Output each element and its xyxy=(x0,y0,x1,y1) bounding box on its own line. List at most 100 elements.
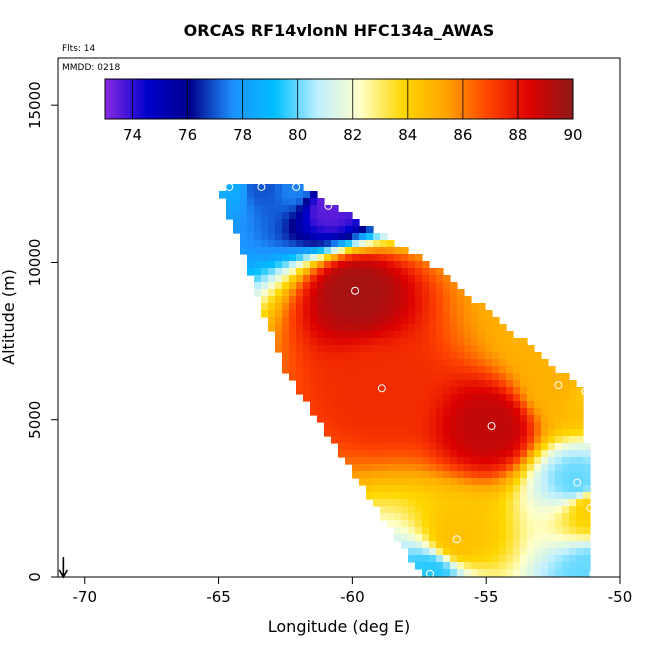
heatmap-cell xyxy=(569,527,577,535)
heatmap-cell xyxy=(401,513,409,521)
heatmap-cell xyxy=(429,282,437,290)
heatmap-cell xyxy=(352,359,360,367)
heatmap-cell xyxy=(296,247,304,255)
colorbar-segment xyxy=(549,79,552,119)
heatmap-cell xyxy=(317,289,325,297)
heatmap-cell xyxy=(464,457,472,465)
heatmap-cell xyxy=(422,352,430,360)
heatmap-cell xyxy=(275,310,283,318)
heatmap-cell xyxy=(415,338,423,346)
heatmap-cell xyxy=(401,345,409,353)
heatmap-cell xyxy=(429,289,437,297)
heatmap-cell xyxy=(520,408,528,416)
heatmap-cell xyxy=(415,373,423,381)
colorbar-segment xyxy=(189,79,192,119)
heatmap-cell xyxy=(506,352,514,360)
heatmap-cell xyxy=(534,569,542,577)
colorbar-segment xyxy=(447,79,450,119)
heatmap-cell xyxy=(450,513,458,521)
heatmap-cell xyxy=(331,345,339,353)
heatmap-cell xyxy=(387,513,395,521)
heatmap-cell xyxy=(415,415,423,423)
heatmap-cell xyxy=(338,422,346,430)
heatmap-cell xyxy=(429,401,437,409)
heatmap-cell xyxy=(534,443,542,451)
heatmap-cell xyxy=(541,555,549,563)
heatmap-cell xyxy=(443,338,451,346)
heatmap-cell xyxy=(282,331,290,339)
heatmap-cell xyxy=(380,499,388,507)
heatmap-cell xyxy=(548,541,556,549)
heatmap-cell xyxy=(562,415,570,423)
heatmap-cell xyxy=(464,359,472,367)
heatmap-cell xyxy=(254,247,262,255)
heatmap-cell xyxy=(387,506,395,514)
colorbar-segment xyxy=(497,79,500,119)
heatmap-cell xyxy=(541,464,549,472)
heatmap-cell xyxy=(436,352,444,360)
heatmap-cell xyxy=(296,387,304,395)
heatmap-cell xyxy=(247,191,255,199)
heatmap-cell xyxy=(478,366,486,374)
heatmap-cell xyxy=(380,422,388,430)
heatmap-cell xyxy=(436,485,444,493)
heatmap-cell xyxy=(541,569,549,577)
heatmap-cell xyxy=(324,401,332,409)
heatmap-cell xyxy=(576,457,584,465)
heatmap-cell xyxy=(527,548,535,556)
heatmap-cell xyxy=(478,464,486,472)
heatmap-cell xyxy=(324,282,332,290)
sample-point xyxy=(554,381,563,390)
colorbar-segment xyxy=(495,79,498,119)
heatmap-cell xyxy=(576,562,584,570)
heatmap-cell xyxy=(429,373,437,381)
heatmap-cell xyxy=(408,387,416,395)
heatmap-cell xyxy=(254,282,262,290)
heatmap-cell xyxy=(394,296,402,304)
heatmap-cell xyxy=(499,359,507,367)
heatmap-cell xyxy=(415,478,423,486)
heatmap-cell xyxy=(541,520,549,528)
heatmap-cell xyxy=(352,226,360,234)
heatmap-cell xyxy=(324,205,332,213)
heatmap-cell xyxy=(338,338,346,346)
heatmap-cell xyxy=(583,450,591,458)
heatmap-cell xyxy=(345,268,353,276)
heatmap-cell xyxy=(422,387,430,395)
heatmap-cell xyxy=(331,380,339,388)
heatmap-cell xyxy=(310,191,318,199)
heatmap-cell xyxy=(359,324,367,332)
heatmap-cell xyxy=(541,492,549,500)
heatmap-cell xyxy=(324,254,332,262)
heatmap-cell xyxy=(569,499,577,507)
heatmap-cell xyxy=(387,422,395,430)
heatmap-cell xyxy=(387,254,395,262)
heatmap-cell xyxy=(380,303,388,311)
colorbar-segment xyxy=(563,79,566,119)
heatmap-cell xyxy=(443,331,451,339)
heatmap-cell xyxy=(436,338,444,346)
heatmap-cell xyxy=(478,352,486,360)
colorbar-segment xyxy=(415,79,418,119)
heatmap-cell xyxy=(541,506,549,514)
heatmap-cell xyxy=(247,226,255,234)
heatmap-cell xyxy=(415,541,423,549)
heatmap-cell xyxy=(359,345,367,353)
heatmap-cell xyxy=(562,513,570,521)
heatmap-cell xyxy=(310,226,318,234)
heatmap-cell xyxy=(387,324,395,332)
heatmap-cell xyxy=(471,534,479,542)
heatmap-cell xyxy=(471,380,479,388)
colorbar-segment xyxy=(445,79,448,119)
heatmap-cell xyxy=(408,541,416,549)
heatmap-cell xyxy=(576,527,584,535)
heatmap-cell xyxy=(464,499,472,507)
heatmap-cell xyxy=(429,408,437,416)
heatmap-cell xyxy=(583,499,591,507)
heatmap-cell xyxy=(303,331,311,339)
heatmap-cell xyxy=(541,429,549,437)
heatmap-cell xyxy=(317,352,325,360)
heatmap-cell xyxy=(415,275,423,283)
heatmap-cell xyxy=(394,380,402,388)
heatmap-cell xyxy=(457,380,465,388)
